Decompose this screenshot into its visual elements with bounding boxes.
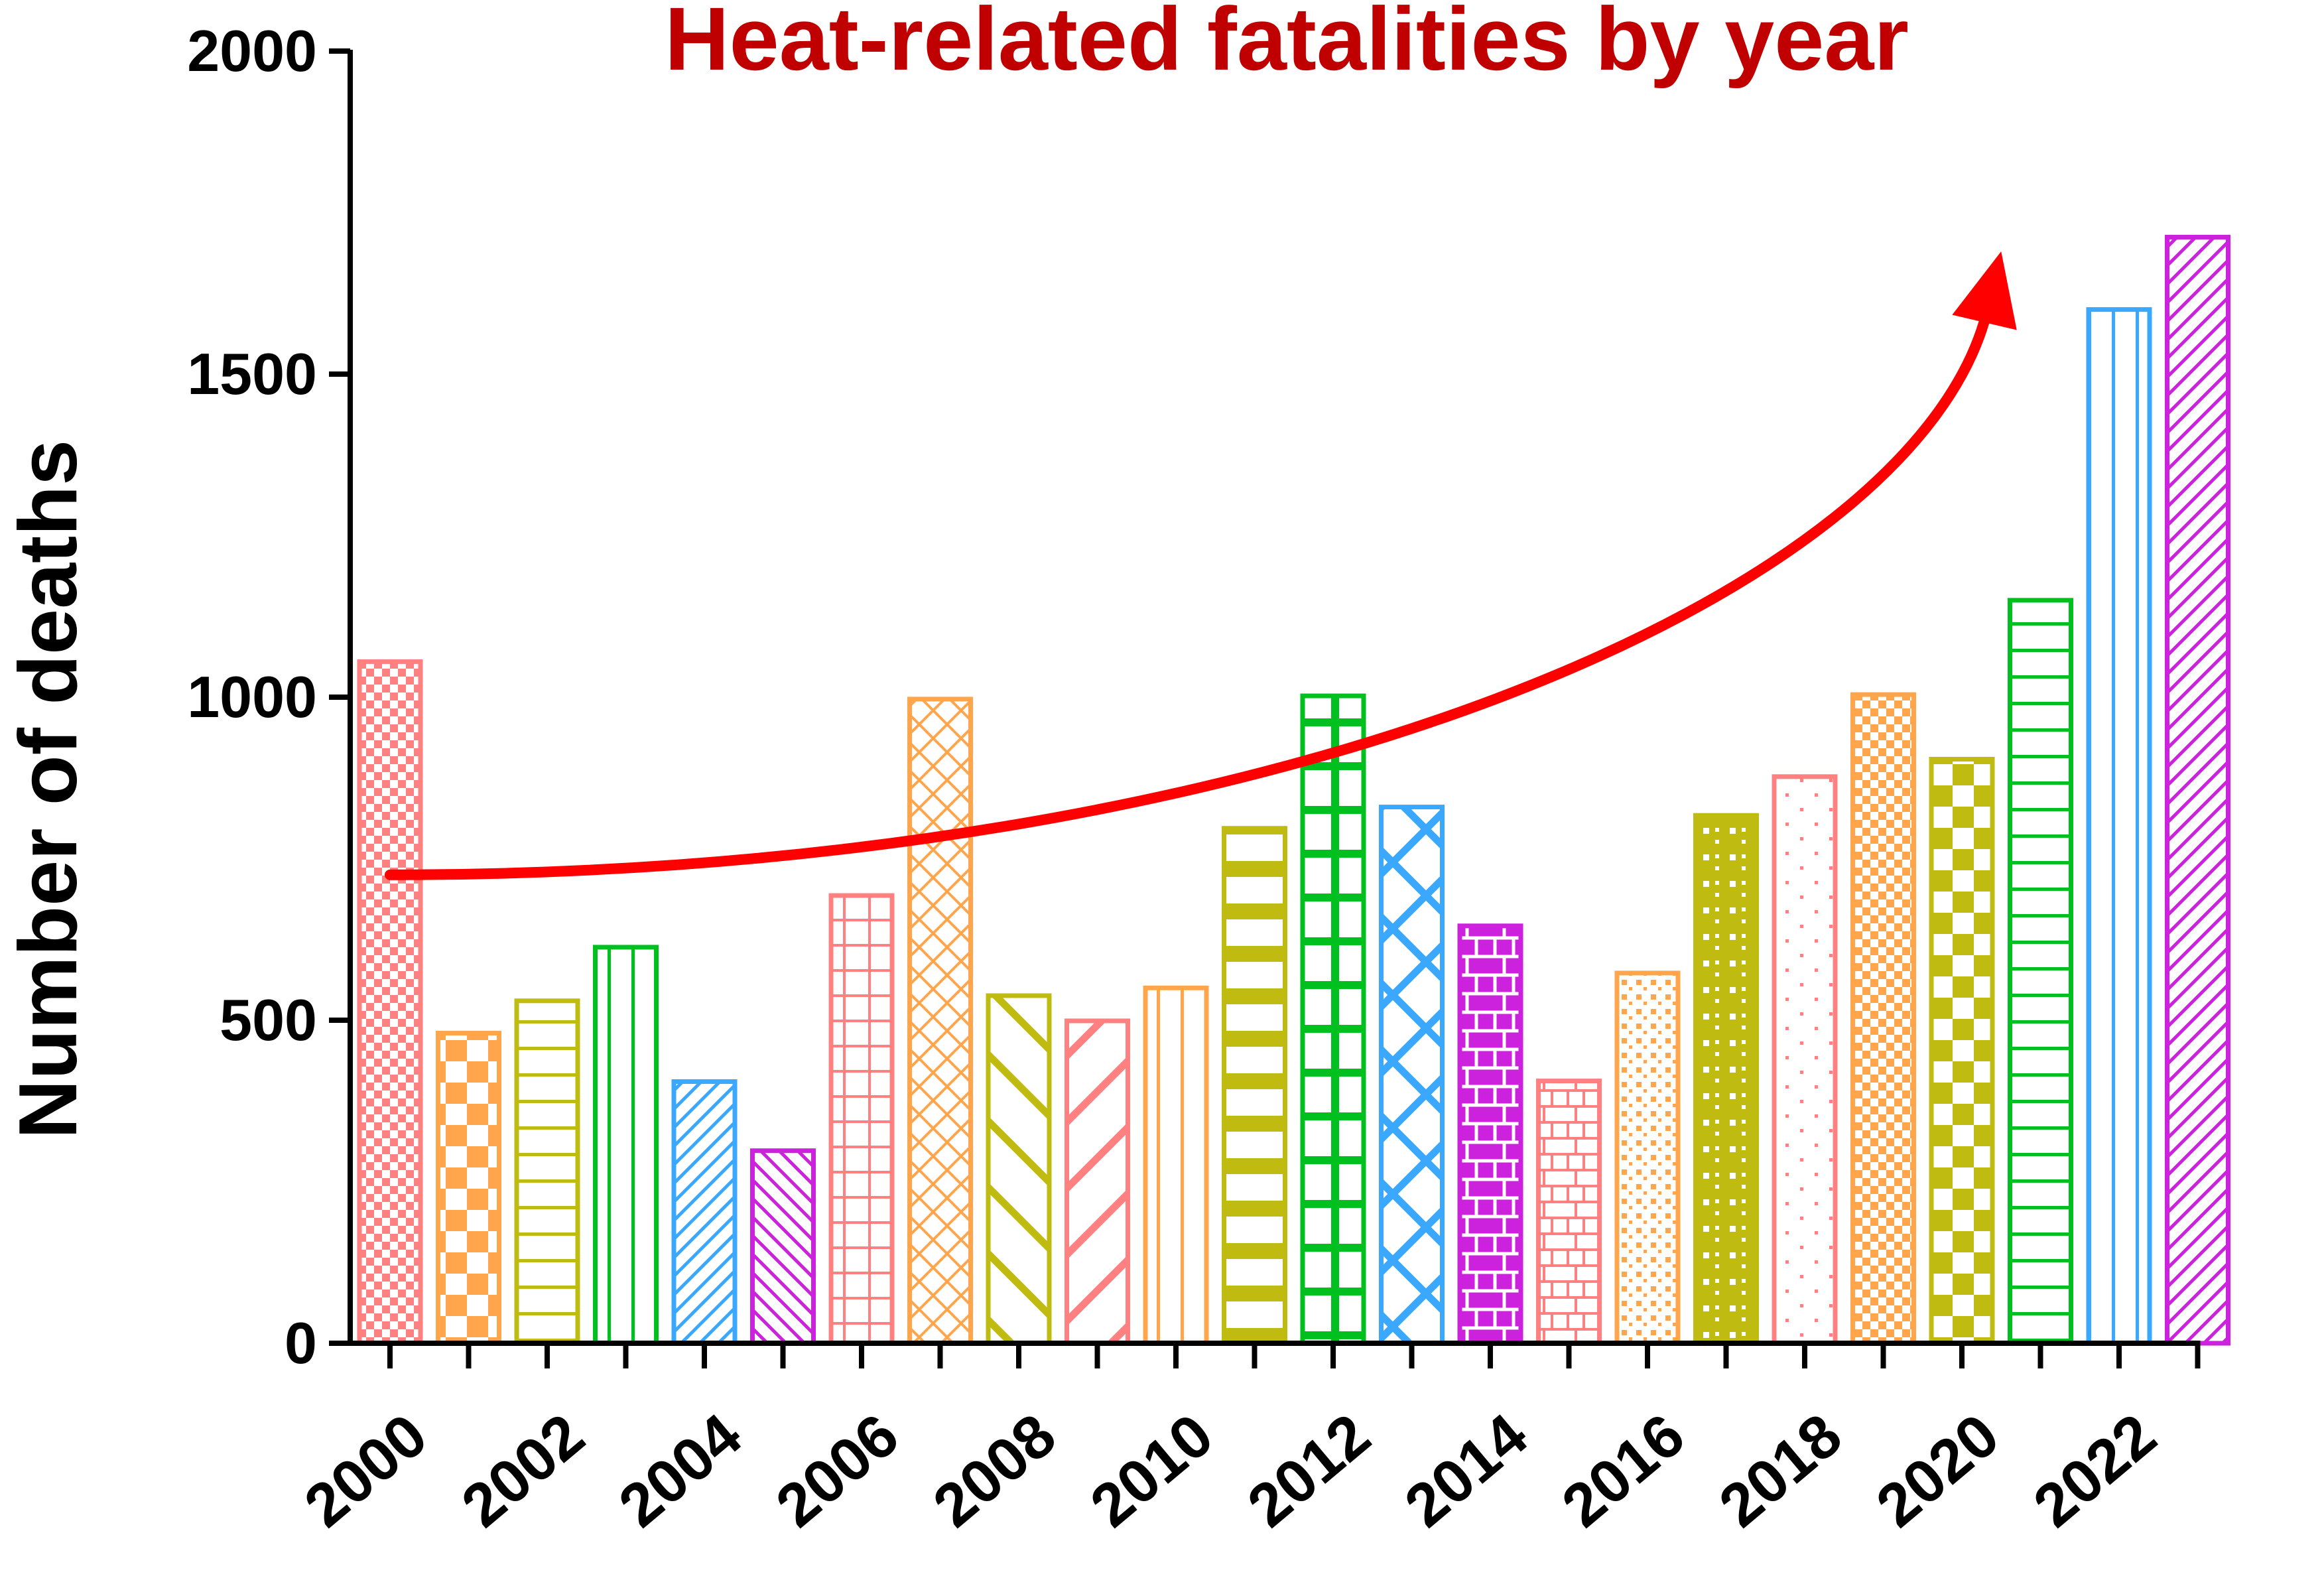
bar <box>1222 826 1287 1346</box>
trend-arrow-head <box>1952 251 2017 330</box>
bar <box>750 1148 816 1346</box>
bar <box>986 993 1052 1346</box>
x-tick-label: 2016 <box>1550 1401 1697 1540</box>
bar <box>1929 757 1995 1346</box>
y-axis-label: Number of deaths <box>3 440 94 1139</box>
y-tick-label: 1500 <box>187 341 317 407</box>
bar <box>1850 692 1916 1346</box>
bar <box>1772 774 1838 1346</box>
x-tick-label: 2000 <box>292 1401 440 1540</box>
x-tick-label: 2014 <box>1393 1401 1540 1540</box>
bar <box>2008 598 2073 1346</box>
x-tick-label: 2006 <box>764 1401 911 1540</box>
x-tick-label: 2002 <box>450 1401 597 1540</box>
bar <box>357 659 423 1346</box>
bar <box>436 1030 501 1346</box>
bar <box>2086 307 2152 1346</box>
x-tick-label: 2008 <box>921 1401 1068 1540</box>
bar <box>1614 970 1681 1346</box>
y-tick-label: 0 <box>285 1310 317 1376</box>
y-tick-label: 500 <box>220 987 317 1053</box>
bar <box>1536 1079 1602 1346</box>
bars <box>357 235 2230 1346</box>
bar <box>671 1079 738 1346</box>
trend-arrow-curve <box>385 302 1994 880</box>
bar <box>593 945 659 1346</box>
bar <box>907 696 973 1346</box>
bar <box>514 998 580 1346</box>
x-tick-label: 2022 <box>2022 1401 2169 1540</box>
bar <box>1693 813 1759 1346</box>
bar <box>1065 1018 1130 1346</box>
bar <box>1143 985 1209 1346</box>
chart-title: Heat-related fatalities by year <box>665 0 1909 89</box>
x-tick-label: 2012 <box>1236 1401 1383 1540</box>
bar <box>2165 235 2230 1346</box>
x-tick-label: 2018 <box>1707 1401 1854 1540</box>
bar <box>1457 923 1523 1346</box>
trend-annotation <box>385 251 2017 880</box>
x-tick-label: 2010 <box>1078 1401 1226 1540</box>
bar <box>1300 693 1366 1346</box>
y-tick-label: 2000 <box>187 18 317 84</box>
x-tick-label: 2020 <box>1864 1401 2012 1540</box>
bar <box>828 893 895 1346</box>
y-tick-label: 1000 <box>187 664 317 730</box>
x-tick-label: 2004 <box>607 1401 754 1540</box>
bar <box>1379 805 1445 1346</box>
